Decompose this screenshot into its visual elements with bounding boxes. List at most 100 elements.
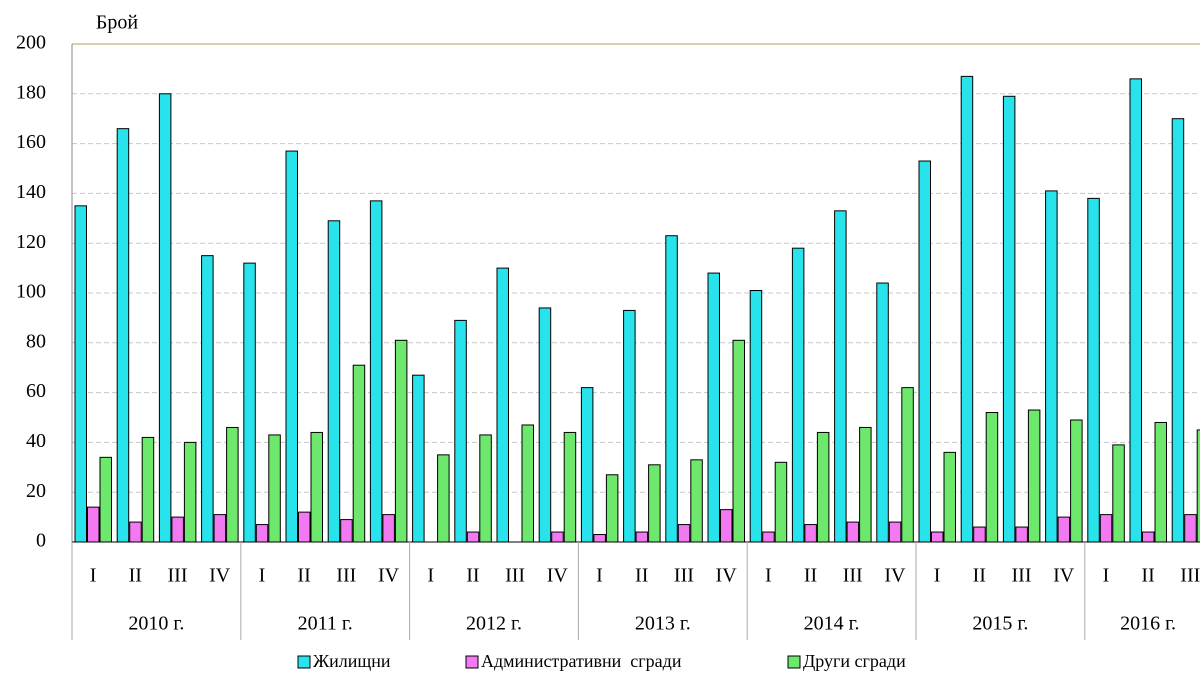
bar	[1099, 514, 1113, 543]
bar	[412, 374, 425, 543]
bar	[226, 426, 239, 543]
bar	[1002, 95, 1016, 543]
x-tick-label: I	[90, 565, 97, 587]
bar	[1112, 444, 1125, 543]
legend-label: Административни сгради	[481, 651, 682, 671]
bar	[521, 424, 534, 543]
group-label: 2013 г.	[635, 613, 691, 635]
bar	[285, 150, 298, 543]
bar	[943, 451, 956, 543]
x-tick-label: III	[674, 565, 694, 587]
bar	[876, 282, 889, 543]
bar	[665, 235, 678, 543]
bar	[707, 272, 720, 543]
bar	[1196, 429, 1200, 543]
x-tick-label: I	[596, 565, 603, 587]
bar	[183, 441, 197, 543]
bar	[99, 456, 112, 543]
legend-label: Други сгради	[803, 651, 906, 671]
bar	[141, 436, 155, 543]
bar	[834, 210, 847, 543]
y-tick-label: 160	[16, 131, 46, 153]
y-tick-label: 20	[26, 480, 46, 502]
x-tick-label: IV	[716, 565, 738, 587]
bar	[201, 255, 214, 543]
bar	[1154, 421, 1167, 543]
x-tick-label: I	[765, 565, 772, 587]
group-label: 2010 г.	[128, 613, 184, 635]
y-tick-label: 40	[26, 430, 46, 452]
bar	[1027, 409, 1041, 543]
bar	[563, 431, 577, 543]
bar	[580, 387, 594, 543]
y-tick-label: 120	[16, 231, 46, 253]
bar	[129, 521, 142, 543]
bar	[454, 319, 467, 543]
bar	[327, 220, 341, 543]
bar	[677, 524, 691, 543]
y-tick-label: 100	[16, 281, 46, 303]
bar	[1015, 526, 1028, 543]
y-tick-label: 80	[26, 330, 46, 352]
bar	[774, 461, 788, 543]
legend-swatch	[787, 655, 801, 669]
group-label: 2011 г.	[298, 613, 353, 635]
bar	[593, 534, 606, 543]
x-tick-label: II	[804, 565, 817, 587]
x-tick-label: IV	[378, 565, 400, 587]
bar	[268, 434, 281, 543]
bar	[888, 521, 902, 543]
group-label: 2014 г.	[804, 613, 860, 635]
bar	[732, 339, 745, 543]
bar	[479, 434, 492, 543]
bar	[918, 160, 931, 543]
bar	[1129, 78, 1142, 543]
x-tick-label: I	[934, 565, 941, 587]
x-tick-label: IV	[209, 565, 231, 587]
y-tick-label: 60	[26, 380, 46, 402]
x-tick-label: III	[1180, 565, 1200, 587]
y-tick-label: 140	[16, 181, 46, 203]
bar	[243, 262, 256, 543]
bar	[985, 412, 999, 543]
bar	[931, 531, 944, 543]
bar	[1142, 531, 1155, 543]
y-tick-label: 200	[16, 32, 46, 54]
x-tick-label: II	[635, 565, 648, 587]
bar	[901, 387, 914, 543]
bar	[171, 516, 184, 543]
x-tick-label: III	[336, 565, 356, 587]
legend-swatch	[297, 655, 311, 669]
bar	[298, 511, 311, 543]
bar	[340, 519, 353, 543]
bar	[605, 474, 619, 543]
x-tick-label: II	[466, 565, 479, 587]
bar	[960, 75, 974, 543]
bar	[1184, 514, 1197, 543]
bar	[213, 514, 227, 543]
group-label: 2012 г.	[466, 613, 522, 635]
bar	[437, 454, 450, 543]
x-tick-label: I	[427, 565, 434, 587]
bar	[859, 426, 872, 543]
bar	[369, 200, 383, 543]
bar	[816, 431, 830, 543]
bar	[635, 531, 649, 543]
bar	[382, 514, 395, 543]
bar	[310, 431, 323, 543]
x-tick-label: II	[129, 565, 142, 587]
bar	[394, 339, 408, 543]
bar	[1070, 419, 1083, 543]
bar	[690, 459, 703, 543]
bar	[87, 506, 100, 543]
bar	[352, 364, 366, 543]
bar	[255, 524, 269, 543]
x-tick-label: I	[259, 565, 266, 587]
bar	[623, 309, 636, 543]
bar	[973, 526, 986, 543]
bar	[1057, 516, 1071, 543]
group-label: 2015 г.	[972, 613, 1028, 635]
group-label: 2016 г.	[1120, 613, 1176, 635]
y-tick-label: 0	[36, 530, 46, 552]
